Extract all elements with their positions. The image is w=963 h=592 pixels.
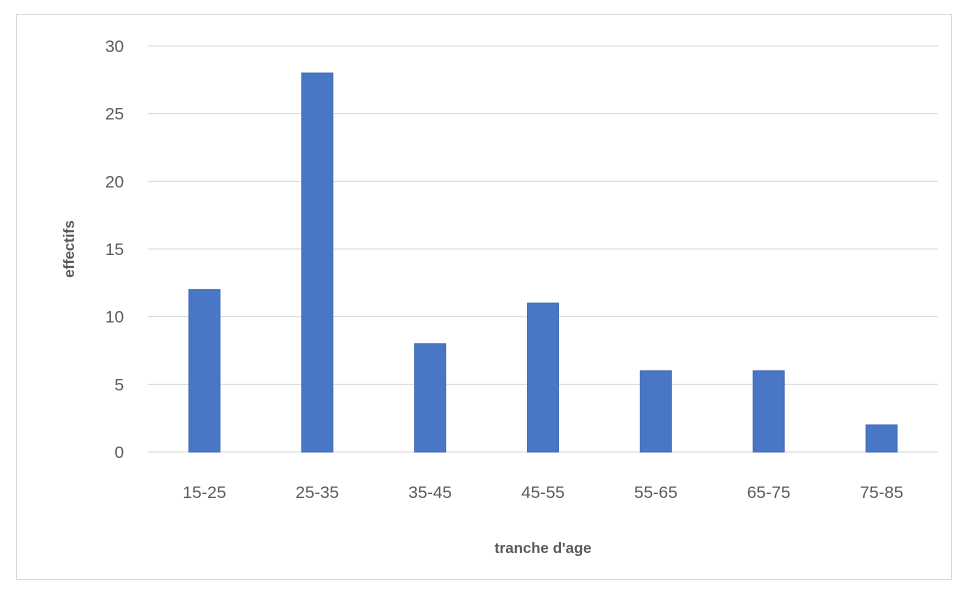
bar	[301, 72, 334, 453]
bar	[865, 424, 898, 453]
bar	[639, 370, 672, 453]
bar	[752, 370, 785, 453]
y-tick-label: 10	[105, 308, 124, 327]
bar	[188, 289, 221, 453]
x-axis-ticks: 15-25 25-35 35-45 45-55 55-65 65-75 75-85	[183, 483, 904, 502]
y-tick-label: 20	[105, 172, 124, 191]
x-tick-label: 75-85	[860, 483, 903, 502]
bar	[527, 302, 559, 453]
y-tick-label: 15	[105, 240, 124, 259]
chart-frame	[16, 14, 952, 580]
x-tick-label: 55-65	[634, 483, 677, 502]
x-axis-title: tranche d'age	[495, 540, 592, 557]
gridlines	[148, 45, 938, 453]
bar	[414, 343, 447, 453]
x-tick-label: 45-55	[521, 483, 564, 502]
y-tick-label: 30	[105, 37, 124, 56]
y-tick-label: 25	[105, 105, 124, 124]
x-tick-label: 65-75	[747, 483, 790, 502]
x-tick-label: 25-35	[296, 483, 339, 502]
x-tick-label: 35-45	[408, 483, 451, 502]
y-tick-label: 5	[115, 375, 124, 394]
x-tick-label: 15-25	[183, 483, 226, 502]
bars	[188, 72, 898, 453]
y-axis-title: effectifs	[61, 220, 78, 278]
y-axis-ticks: 0 5 10 15 20 25 30	[105, 37, 124, 462]
y-tick-label: 0	[115, 443, 124, 462]
